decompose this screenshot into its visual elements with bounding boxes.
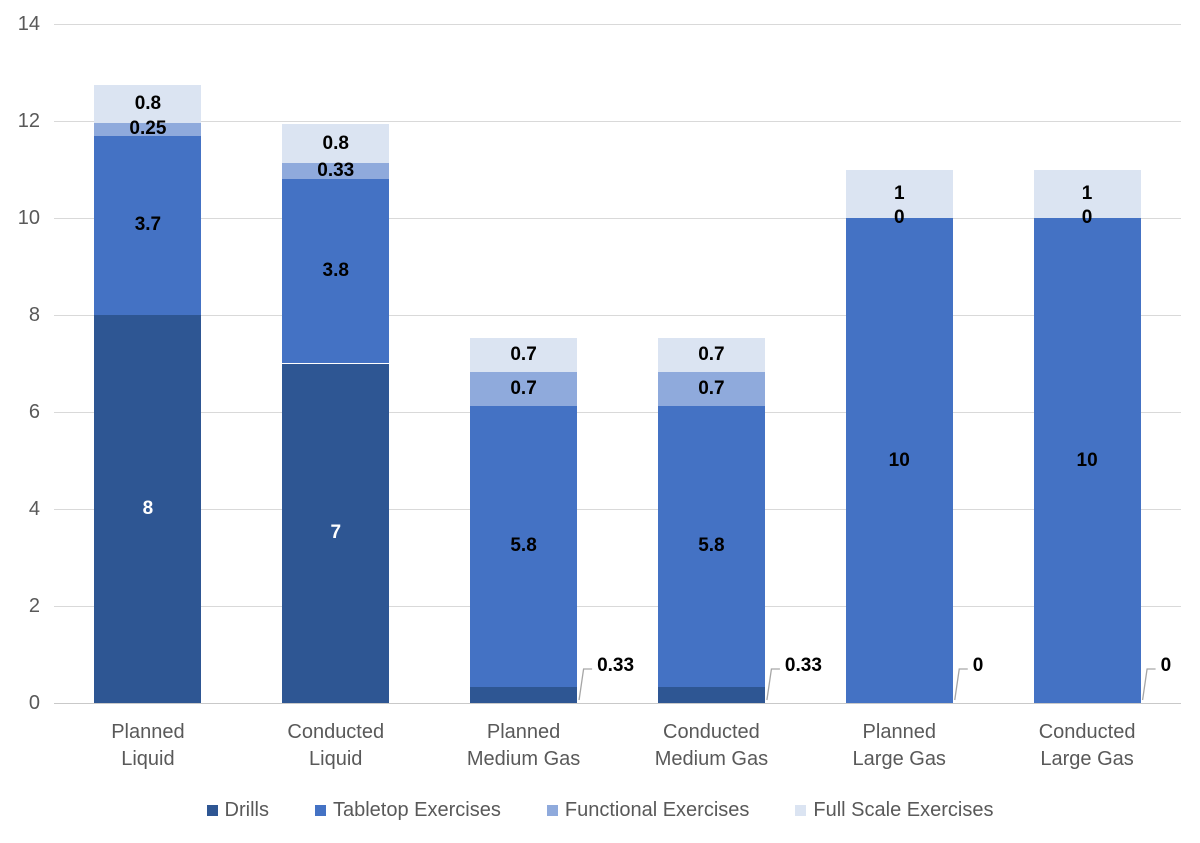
bar-segment xyxy=(94,84,202,124)
x-axis-category-label: Planned Medium Gas xyxy=(431,719,617,773)
bar-segment xyxy=(1033,169,1141,218)
data-label: 0 xyxy=(1160,655,1172,676)
legend: Drills Tabletop Exercises Functional Exerc… xyxy=(0,799,1200,822)
gridline xyxy=(54,120,1181,122)
x-axis-category-label-line: Large Gas xyxy=(852,748,946,770)
y-axis-tick-label: 10 xyxy=(17,207,40,229)
x-axis-line xyxy=(54,702,1181,704)
bar-segment xyxy=(282,124,390,164)
bar-segment xyxy=(470,371,578,406)
data-label: 5.8 xyxy=(510,535,537,557)
legend-label: Full Scale Exercises xyxy=(813,799,994,821)
x-axis-category-label-line: Planned xyxy=(486,721,561,743)
x-axis-category-label-line: Medium Gas xyxy=(654,748,769,770)
gridline xyxy=(54,217,1181,219)
data-label: 0.7 xyxy=(698,377,725,399)
bar-segment xyxy=(845,218,953,703)
bar-segment xyxy=(657,371,765,406)
bar-segment xyxy=(282,363,390,703)
bar-segment xyxy=(282,179,390,364)
bar-segment xyxy=(470,405,578,687)
gridline xyxy=(54,508,1181,510)
x-axis-category-label-line: Planned xyxy=(111,721,185,743)
gridline xyxy=(54,23,1181,25)
data-label: 3.7 xyxy=(134,214,162,236)
x-axis-category-label-line: Conducted xyxy=(287,721,385,743)
x-axis-category-label: Conducted Large Gas xyxy=(994,719,1180,773)
x-axis-category-label: Conducted Liquid xyxy=(243,719,429,773)
legend-swatch xyxy=(206,805,218,816)
x-axis-category-label: Conducted Medium Gas xyxy=(618,719,804,773)
bar-segment xyxy=(282,163,390,180)
bar-segment xyxy=(94,123,202,136)
data-label: 0.8 xyxy=(322,132,349,154)
data-label: 1 xyxy=(893,182,905,204)
leader-line xyxy=(578,668,593,701)
x-axis-category-label-line: Liquid xyxy=(309,748,363,770)
data-label: 1 xyxy=(1081,182,1093,204)
legend-item: Full Scale Exercises xyxy=(795,799,993,822)
x-axis-category-label-line: Liquid xyxy=(121,748,175,770)
y-axis-tick-label: 6 xyxy=(28,401,40,423)
y-axis-tick-label: 2 xyxy=(28,595,40,617)
data-label: 0 xyxy=(893,207,905,228)
bar-segment xyxy=(1033,218,1141,703)
legend-item: Drills xyxy=(206,799,269,822)
x-axis-category-label: Planned Large Gas xyxy=(806,719,992,773)
y-axis-tick-label: 12 xyxy=(17,110,40,132)
x-axis-category-label-line: Conducted xyxy=(1038,721,1136,743)
bar-segment xyxy=(470,337,578,372)
data-label: 0.7 xyxy=(510,377,537,399)
gridline xyxy=(54,314,1181,316)
leader-line xyxy=(766,668,780,701)
y-axis-tick-label: 14 xyxy=(17,13,40,35)
legend-item: Functional Exercises xyxy=(546,799,750,822)
legend-swatch xyxy=(546,805,558,816)
data-label: 0.33 xyxy=(784,655,822,676)
legend-label: Drills xyxy=(224,799,269,821)
data-label: 8 xyxy=(142,498,154,519)
data-label: 5.8 xyxy=(698,535,725,557)
bar-segment xyxy=(94,135,202,315)
y-axis-tick-label: 4 xyxy=(28,498,40,520)
legend-swatch xyxy=(795,805,807,816)
data-label: 0.33 xyxy=(597,655,635,676)
gridline xyxy=(54,411,1181,413)
data-label: 7 xyxy=(330,522,342,544)
data-label: 0.8 xyxy=(134,93,162,115)
data-label: 3.8 xyxy=(322,260,349,282)
x-axis-category-label-line: Large Gas xyxy=(1040,748,1134,770)
x-axis-category-label-line: Conducted xyxy=(663,721,760,743)
bar-segment xyxy=(657,686,765,703)
data-label: 0 xyxy=(972,655,984,676)
data-label: 0.25 xyxy=(129,118,167,140)
legend-label: Tabletop Exercises xyxy=(332,799,501,821)
data-label: 10 xyxy=(1076,449,1098,471)
data-label: 0.33 xyxy=(317,160,355,182)
bar-segment xyxy=(94,315,202,703)
data-label: 0 xyxy=(1081,207,1093,228)
data-label: 0.7 xyxy=(510,343,537,365)
bar-segment xyxy=(845,169,953,218)
data-label: 0.7 xyxy=(698,343,725,365)
x-axis-category-label: Planned Liquid xyxy=(55,719,241,773)
legend-swatch xyxy=(314,805,326,816)
x-axis-category-label-line: Planned xyxy=(862,721,936,743)
leader-line xyxy=(1141,668,1156,701)
legend-item: Tabletop Exercises xyxy=(314,799,501,822)
bar-segment xyxy=(657,337,765,372)
legend-label: Functional Exercises xyxy=(564,799,750,821)
data-label: 10 xyxy=(888,449,910,471)
bar-segment xyxy=(657,405,765,687)
bar-segment xyxy=(470,686,578,703)
gridline xyxy=(54,605,1181,607)
y-axis-tick-label: 8 xyxy=(28,304,40,326)
leader-line xyxy=(954,668,968,701)
x-axis-category-label-line: Medium Gas xyxy=(466,748,581,770)
y-axis-tick-label: 0 xyxy=(28,692,40,714)
